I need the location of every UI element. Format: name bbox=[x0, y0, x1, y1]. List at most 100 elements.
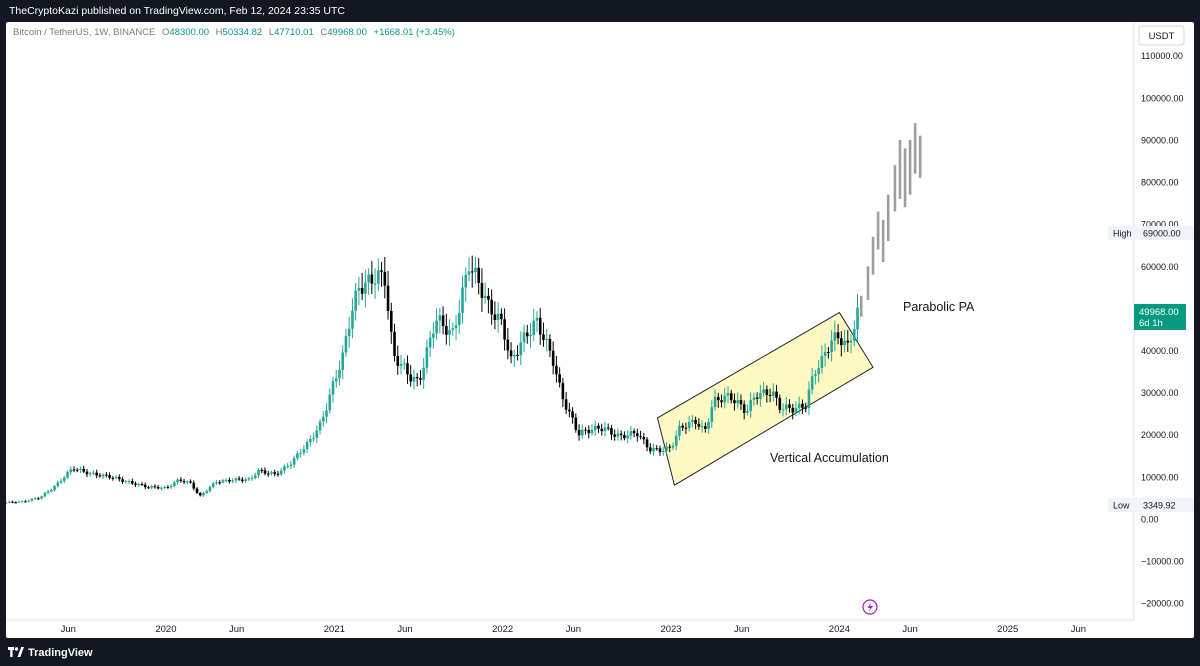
candle-body bbox=[791, 407, 795, 413]
candle-body bbox=[470, 271, 474, 273]
candle-body bbox=[797, 403, 801, 409]
candle-body bbox=[804, 407, 808, 409]
candle-body bbox=[668, 446, 672, 448]
candle-body bbox=[59, 480, 63, 483]
candle-body bbox=[506, 339, 510, 351]
candle-body bbox=[681, 425, 684, 428]
candle-body bbox=[334, 378, 338, 382]
price-tick-label: 70000.00 bbox=[1141, 220, 1179, 230]
last-price-value: 49968.00 bbox=[1139, 307, 1179, 318]
time-tick-label: 2023 bbox=[660, 624, 681, 635]
candle-body bbox=[360, 287, 364, 294]
candle-body bbox=[309, 439, 312, 443]
candle-body bbox=[147, 487, 150, 489]
candle-body bbox=[678, 425, 681, 436]
candle-body bbox=[338, 370, 341, 379]
candle-body bbox=[312, 437, 315, 440]
candle-body bbox=[208, 486, 212, 492]
candle-body bbox=[448, 330, 451, 335]
candle-body bbox=[82, 468, 86, 472]
candle-body bbox=[30, 498, 34, 501]
projection-bar bbox=[881, 219, 885, 263]
candle-body bbox=[830, 340, 833, 353]
candle-body bbox=[840, 338, 843, 346]
price-tick-label: 40000.00 bbox=[1141, 346, 1179, 356]
candle-body bbox=[20, 501, 24, 503]
candle-body bbox=[467, 271, 471, 275]
chart-panel[interactable]: 110000.00 100000.00 90000.00 80000.00 70000.… bbox=[6, 22, 1194, 638]
candle-body bbox=[538, 317, 542, 335]
accumulation-channel-box[interactable] bbox=[656, 311, 874, 486]
time-axis[interactable]: Jun 2020 Jun 2021 Jun 2022 Jun 2023 Jun 2024 Jun 20… bbox=[61, 624, 1086, 635]
last-price-badge bbox=[1134, 304, 1186, 330]
candle-body bbox=[43, 492, 47, 497]
candle-body bbox=[513, 354, 516, 357]
candle-body bbox=[781, 409, 785, 411]
candle-body bbox=[697, 423, 701, 427]
candle-body bbox=[704, 426, 707, 429]
candle-body bbox=[189, 481, 192, 483]
candle-body bbox=[768, 394, 772, 396]
candle-body bbox=[726, 393, 730, 396]
chart-canvas[interactable]: 110000.00 100000.00 90000.00 80000.00 70000.… bbox=[6, 22, 1194, 638]
candle-body bbox=[788, 404, 791, 408]
candle-body bbox=[655, 448, 659, 450]
candle-body bbox=[156, 486, 160, 489]
time-tick-label: Jun bbox=[902, 624, 917, 635]
legend-low-key: L bbox=[269, 27, 274, 38]
candle-body bbox=[836, 332, 840, 339]
candle-body bbox=[807, 389, 811, 408]
projection-bar bbox=[893, 165, 897, 212]
time-tick-label: Jun bbox=[397, 624, 412, 635]
candle-body bbox=[124, 481, 128, 483]
candle-body bbox=[357, 287, 361, 291]
candle-body bbox=[616, 433, 620, 437]
candle-body bbox=[69, 469, 73, 473]
candle-body bbox=[852, 329, 856, 341]
candle-body bbox=[305, 442, 309, 450]
candle-body bbox=[393, 331, 396, 356]
footer-bar: TradingView bbox=[0, 640, 1200, 666]
candle-body bbox=[347, 328, 351, 337]
candle-body bbox=[228, 479, 231, 482]
candle-body bbox=[108, 475, 111, 478]
candle-body bbox=[503, 319, 506, 340]
projection-bar bbox=[898, 139, 902, 199]
candle-body bbox=[707, 422, 710, 429]
candle-body bbox=[250, 478, 254, 480]
candle-body bbox=[231, 480, 234, 482]
price-tick-label: 20000.00 bbox=[1141, 430, 1179, 440]
candle-body bbox=[532, 320, 536, 335]
candle-body bbox=[315, 430, 319, 438]
candle-body bbox=[101, 474, 105, 477]
price-tick-label: 30000.00 bbox=[1141, 388, 1179, 398]
projection-bar bbox=[903, 148, 907, 208]
lightning-icon[interactable] bbox=[862, 599, 878, 615]
candle-body bbox=[121, 479, 124, 482]
candle-body bbox=[432, 333, 435, 338]
candle-body bbox=[687, 421, 691, 429]
candle-body bbox=[733, 400, 736, 404]
candle-body bbox=[150, 486, 153, 488]
candle-body bbox=[257, 469, 260, 476]
candle-body bbox=[843, 340, 846, 346]
candle-body bbox=[746, 411, 749, 413]
price-axis[interactable]: 110000.00 100000.00 90000.00 80000.00 70000.… bbox=[1141, 51, 1184, 608]
legend-low: 47710.01 bbox=[274, 27, 314, 38]
candle-body bbox=[801, 403, 804, 408]
candle-body bbox=[772, 391, 775, 396]
candle-body bbox=[759, 392, 762, 399]
candle-body bbox=[435, 320, 438, 334]
candle-body bbox=[477, 267, 480, 283]
candle-body bbox=[833, 332, 837, 341]
candle-body bbox=[665, 446, 668, 451]
candle-body bbox=[820, 355, 824, 369]
candle-body bbox=[606, 427, 610, 429]
candle-body bbox=[364, 282, 367, 294]
accumulation-annotation: Vertical Accumulation bbox=[770, 451, 889, 465]
candle-body bbox=[92, 472, 95, 474]
currency-button[interactable] bbox=[1138, 25, 1185, 46]
candle-body bbox=[143, 484, 147, 488]
candle-body bbox=[564, 399, 568, 410]
candle-body bbox=[755, 397, 759, 399]
